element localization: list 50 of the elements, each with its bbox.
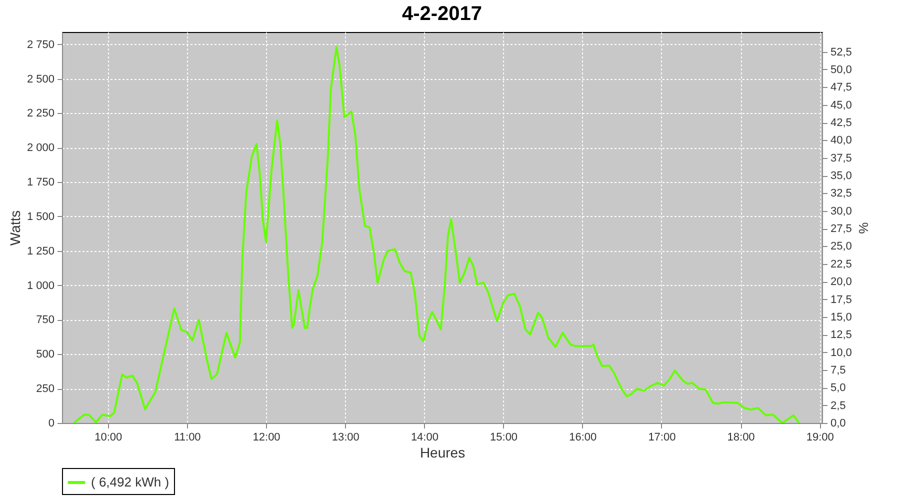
y2-tick-label: 37,5 (830, 152, 852, 164)
y-tick-label: 500 (36, 348, 54, 361)
x-tick-label: 16:00 (569, 432, 597, 444)
y2-tick-label: 27,5 (830, 223, 852, 236)
y2-tick-label: 10,0 (830, 346, 852, 359)
y2-tick-label: 40,0 (830, 134, 852, 147)
y2-tick-label: 2,5 (830, 400, 846, 412)
chart-title: 4-2-2017 (402, 3, 482, 25)
y-tick-label: 2 000 (26, 142, 54, 154)
y2-tick-label: 35,0 (830, 170, 852, 182)
y-tick-label: 2 500 (26, 73, 54, 86)
x-tick-label: 17:00 (648, 432, 676, 444)
y2-tick-label: 5,0 (830, 382, 846, 394)
y2-tick-label: 12,5 (830, 329, 852, 342)
x-tick-label: 13:00 (332, 432, 360, 444)
y2-tick-label: 50,0 (830, 64, 852, 76)
y2-tick-label: 15,0 (830, 311, 852, 324)
y2-tick-label: 42,5 (830, 117, 852, 130)
x-tick-label: 11:00 (174, 432, 201, 444)
y2-tick-label: 45,0 (830, 99, 852, 112)
y-tick-label: 1 000 (26, 280, 54, 292)
y2-tick-label: 47,5 (830, 82, 852, 94)
y2-tick-label: 17,5 (830, 294, 852, 306)
legend-label: ( 6,492 kWh ) (91, 474, 170, 490)
y2-tick-label: 20,0 (830, 276, 852, 288)
y2-axis-title: % (856, 222, 871, 234)
y2-tick-label: 25,0 (830, 240, 852, 253)
y2-tick-label: 7,5 (830, 364, 846, 376)
y2-tick-label: 0,0 (830, 418, 846, 430)
x-axis-title: Heures (420, 444, 466, 460)
y-tick-label: 1 750 (26, 176, 54, 189)
y-tick-label: 1 250 (26, 245, 54, 258)
y-axis-title: Watts (6, 210, 23, 246)
y-tick-label: 2 250 (26, 108, 54, 120)
line-series (72, 46, 800, 423)
y-tick-label: 250 (36, 383, 54, 396)
x-tick-label: 19:00 (806, 432, 834, 444)
y2-tick-label: 22,5 (830, 258, 852, 270)
y2-tick-label: 32,5 (830, 188, 852, 200)
x-tick-label: 18:00 (727, 432, 755, 444)
y-tick-label: 0 (48, 418, 54, 430)
y-tick-label: 1 500 (26, 210, 54, 223)
y2-tick-label: 30,0 (830, 205, 852, 218)
y2-tick-label: 52,5 (830, 46, 852, 58)
x-tick-label: 10:00 (94, 432, 122, 444)
x-tick-label: 14:00 (410, 432, 438, 444)
y-tick-label: 2 750 (26, 38, 54, 51)
x-tick-label: 15:00 (490, 432, 518, 444)
x-tick-label: 12:00 (252, 432, 280, 444)
y-tick-label: 750 (36, 314, 54, 326)
